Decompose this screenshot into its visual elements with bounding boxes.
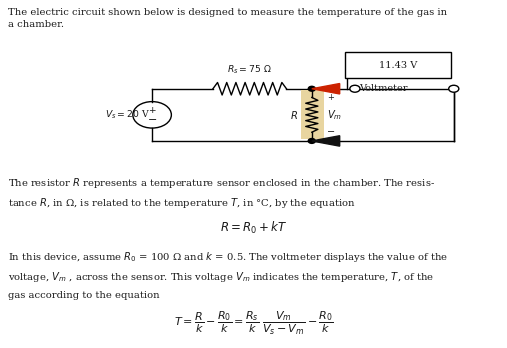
Text: In this device, assume $R_0$ = 100 Ω and $k$ = 0.5. The voltmeter displays the v: In this device, assume $R_0$ = 100 Ω and… <box>8 250 448 264</box>
Text: $R = R_0 + kT$: $R = R_0 + kT$ <box>220 220 287 236</box>
Text: −: − <box>327 127 335 137</box>
Text: $V_s = 20$ V: $V_s = 20$ V <box>105 109 150 121</box>
Circle shape <box>350 85 360 92</box>
Text: −: − <box>148 115 157 125</box>
Bar <box>345 52 451 78</box>
Text: 11.43 V: 11.43 V <box>379 61 417 70</box>
Text: The electric circuit shown below is designed to measure the temperature of the g: The electric circuit shown below is desi… <box>8 8 447 29</box>
Polygon shape <box>312 84 340 94</box>
Circle shape <box>449 85 459 92</box>
Circle shape <box>308 139 315 143</box>
Text: gas according to the equation: gas according to the equation <box>8 291 160 300</box>
Text: $R$: $R$ <box>290 109 298 121</box>
Text: $V_m$: $V_m$ <box>327 108 342 122</box>
Polygon shape <box>312 136 340 146</box>
Text: $R_s = 75\ \Omega$: $R_s = 75\ \Omega$ <box>227 63 272 76</box>
Text: $T = \dfrac{R}{k} - \dfrac{R_0}{k} = \dfrac{R_s}{k}\ \dfrac{V_m}{V_s - V_m} - \d: $T = \dfrac{R}{k} - \dfrac{R_0}{k} = \df… <box>174 310 333 338</box>
Text: Voltmeter: Voltmeter <box>359 84 408 93</box>
Text: +: + <box>327 93 334 102</box>
Bar <box>301 90 324 139</box>
Text: voltage, $V_m$ , across the sensor. This voltage $V_m$ indicates the temperature: voltage, $V_m$ , across the sensor. This… <box>8 270 434 284</box>
Text: tance $R$, in Ω, is related to the temperature $T$, in °C, by the equation: tance $R$, in Ω, is related to the tempe… <box>8 196 356 210</box>
Text: +: + <box>149 106 156 115</box>
Text: The resistor $R$ represents a temperature sensor enclosed in the chamber. The re: The resistor $R$ represents a temperatur… <box>8 176 435 190</box>
Circle shape <box>308 86 315 91</box>
